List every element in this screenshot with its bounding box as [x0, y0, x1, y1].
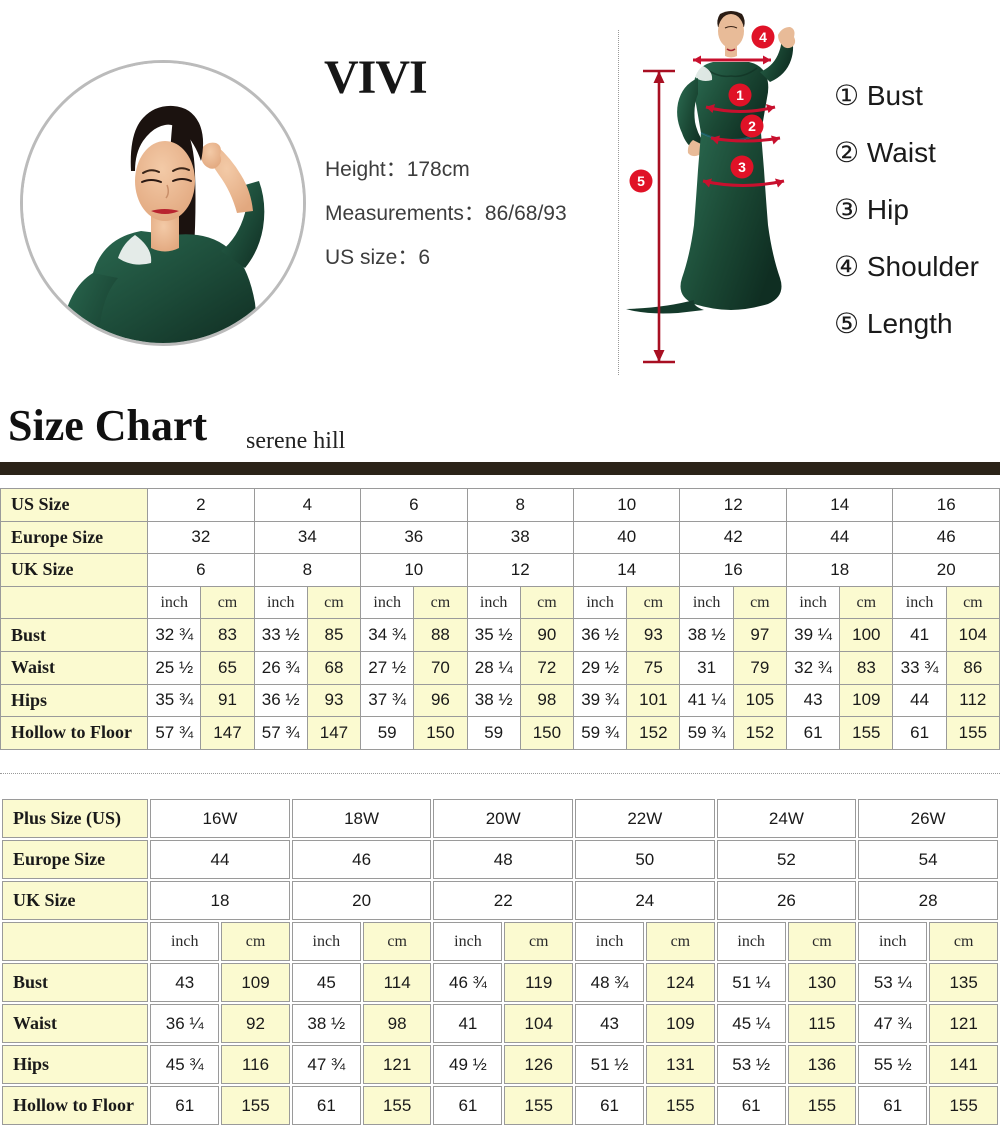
svg-text:4: 4	[759, 29, 767, 45]
svg-text:1: 1	[736, 87, 744, 103]
svg-text:3: 3	[738, 159, 746, 175]
svg-text:2: 2	[748, 118, 756, 134]
svg-text:5: 5	[637, 173, 645, 189]
